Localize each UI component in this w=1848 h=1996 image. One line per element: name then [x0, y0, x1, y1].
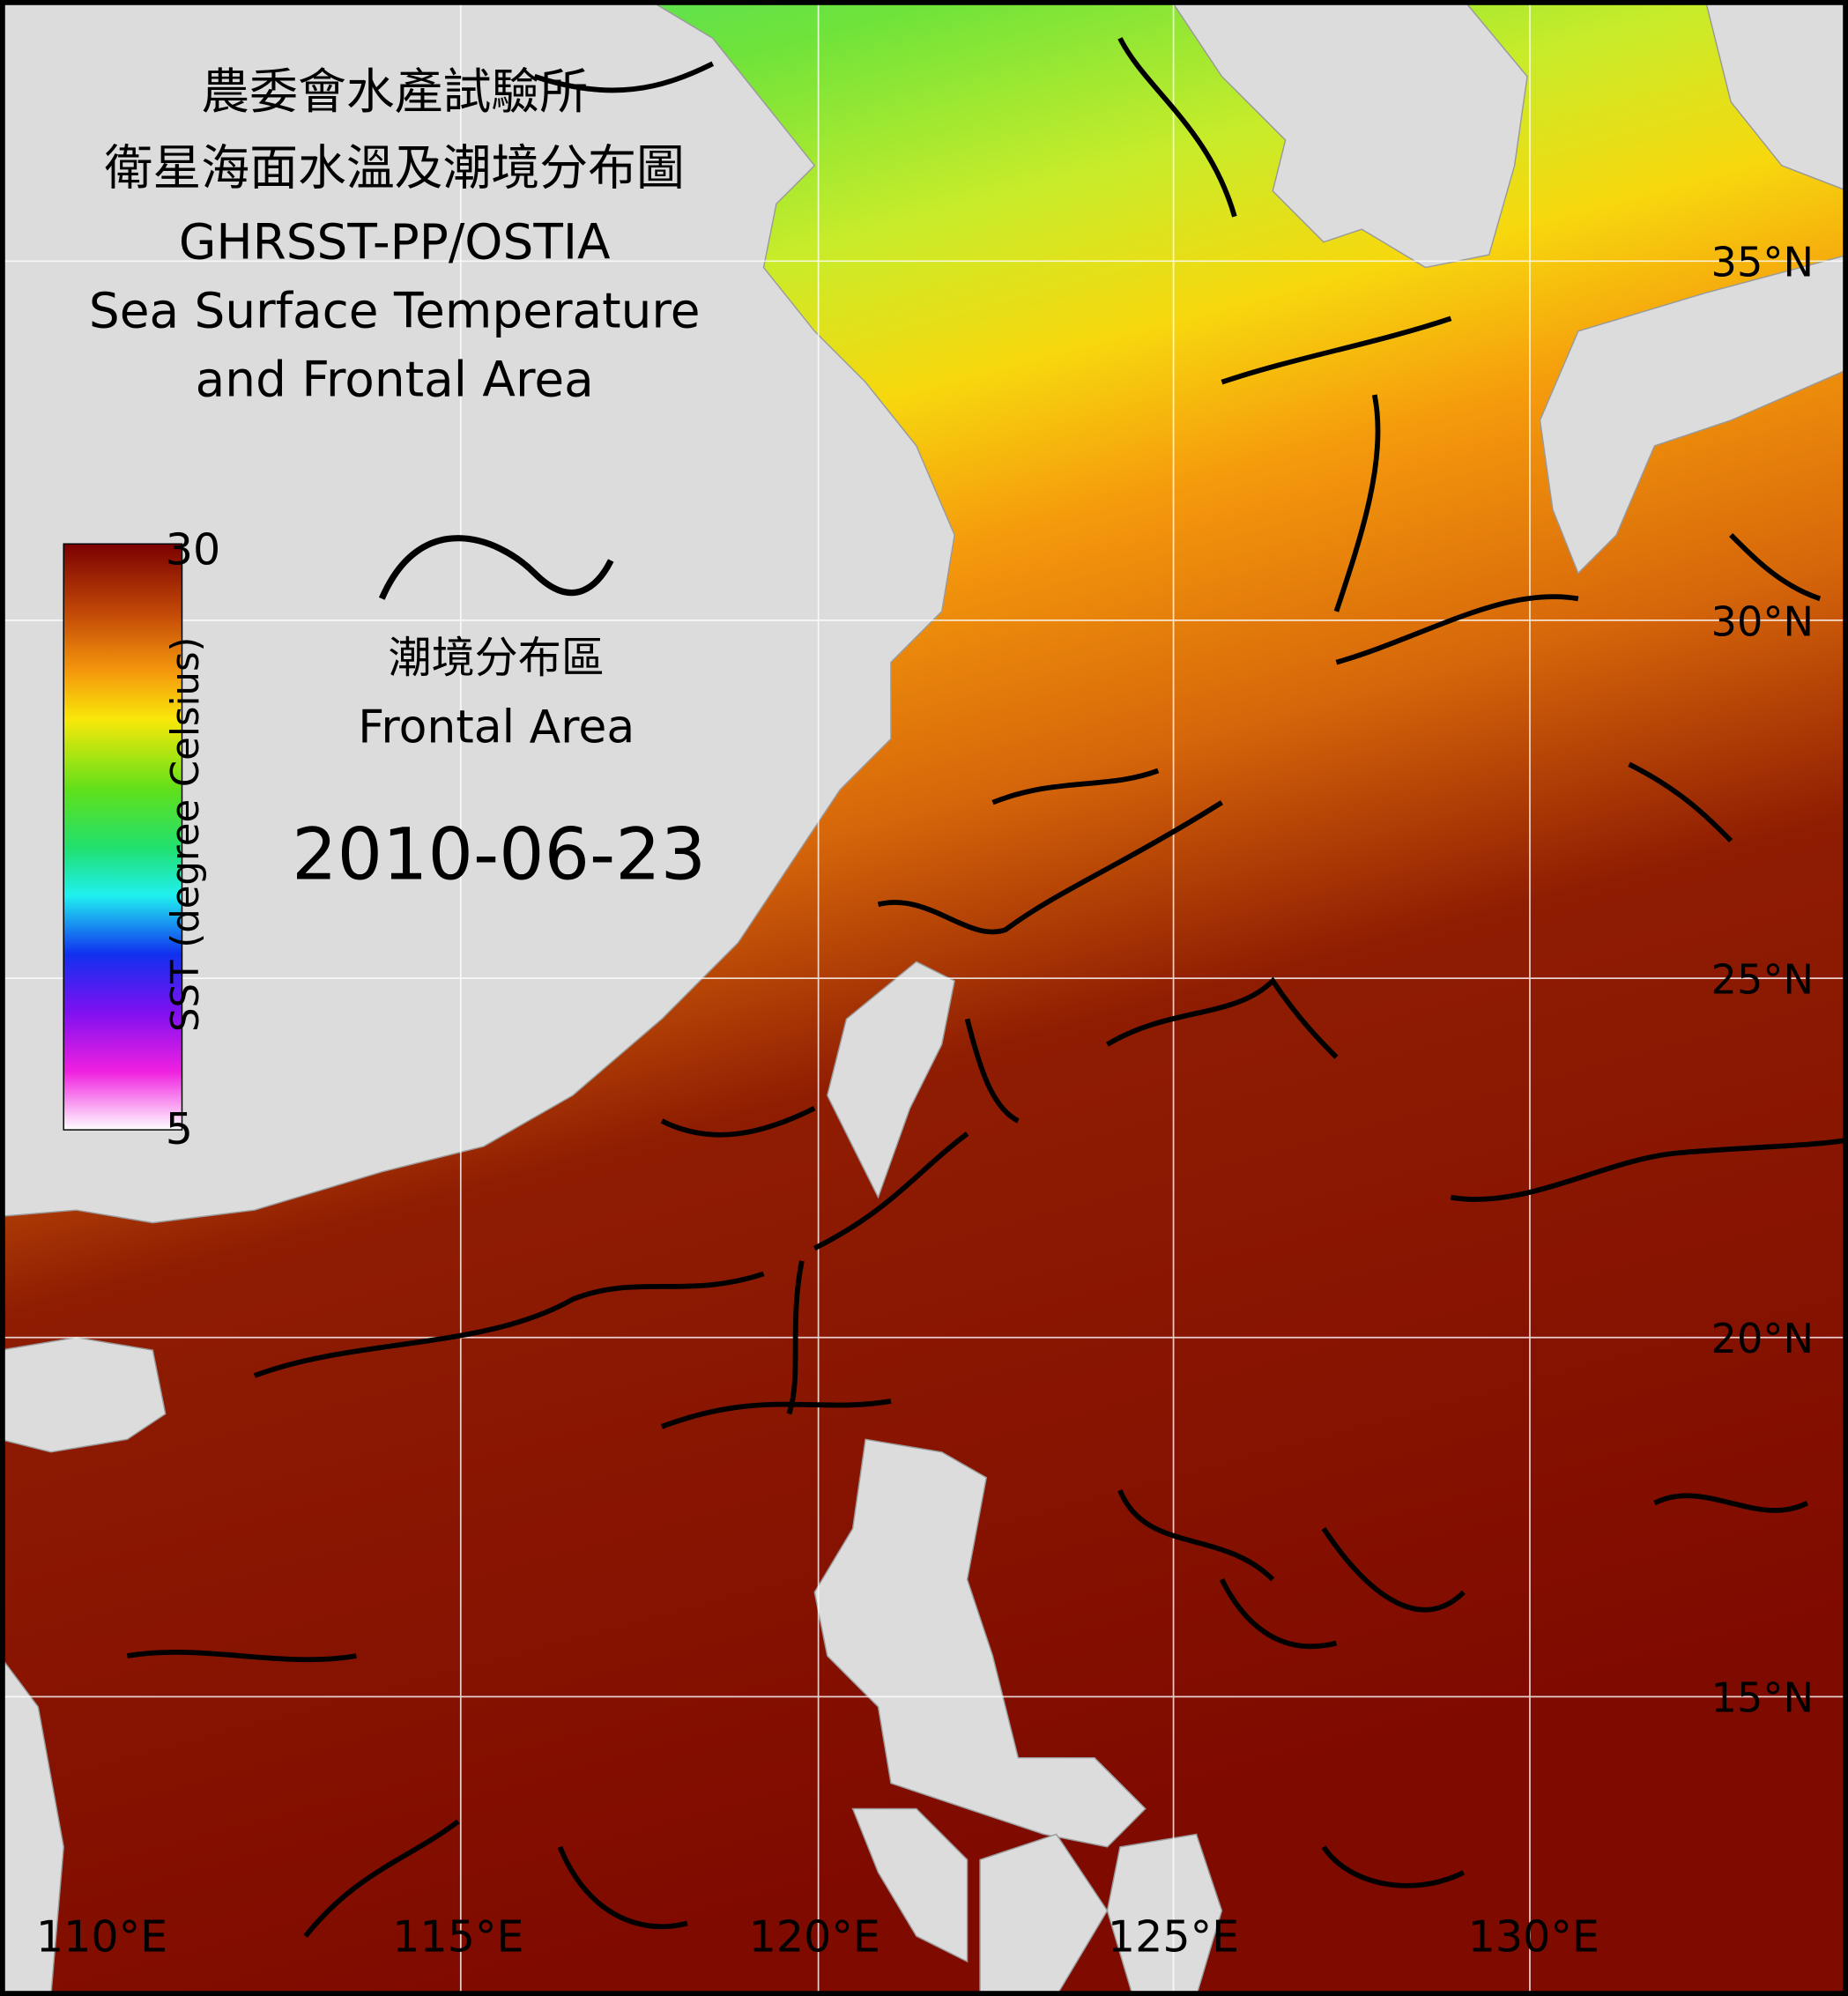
legend-en: Frontal Area — [358, 701, 635, 754]
date: 2010-06-23 — [292, 813, 706, 896]
colorbar-max: 30 — [166, 523, 220, 575]
title-line: Sea Surface Temperature — [89, 282, 701, 338]
lon-label: 115°E — [392, 1911, 523, 1962]
lon-label: 120°E — [749, 1911, 880, 1962]
title-line: 農委會水產試驗所 — [201, 63, 588, 120]
lat-label: 30°N — [1711, 597, 1814, 645]
lat-label: 25°N — [1711, 955, 1814, 1003]
legend-line — [378, 535, 614, 600]
lat-label: 20°N — [1711, 1315, 1814, 1362]
lon-label: 130°E — [1468, 1911, 1599, 1962]
lon-label: 125°E — [1108, 1911, 1239, 1962]
legend-zh: 潮境分布區 — [389, 632, 605, 683]
title-line: GHRSST-PP/OSTIA — [179, 213, 611, 270]
colorbar-min: 5 — [166, 1103, 193, 1154]
title-line: and Frontal Area — [196, 352, 594, 408]
lon-labels: 110°E 115°E 120°E 125°E 130°E — [36, 1911, 1599, 1962]
title-line: 衛星海面水溫及潮境分布圖 — [104, 140, 684, 197]
lat-labels: 35°N 30°N 25°N 20°N 15°N — [1711, 239, 1814, 1722]
colorbar-label: SST (degree Celsius) — [164, 637, 208, 1032]
lat-label: 35°N — [1711, 239, 1814, 286]
lat-label: 15°N — [1711, 1674, 1814, 1722]
frontal-lines — [126, 37, 1848, 1938]
lon-label: 110°E — [36, 1911, 167, 1962]
colorbar — [63, 543, 183, 1131]
